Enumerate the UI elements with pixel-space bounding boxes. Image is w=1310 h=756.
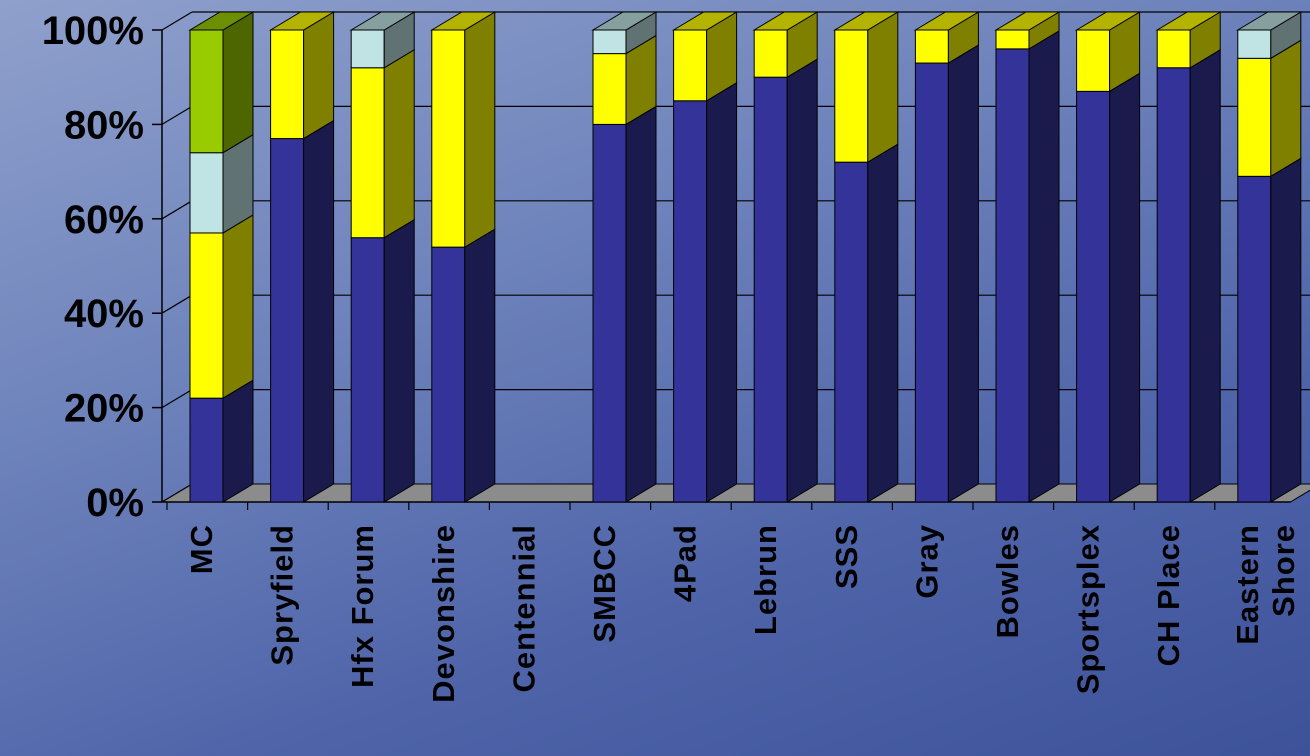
- bar-segment-side: [625, 105, 657, 503]
- bar-segment: [673, 100, 708, 503]
- bar-top: [1235, 11, 1303, 31]
- x-tick-label: Bowles: [990, 524, 1025, 639]
- bar-top: [671, 11, 739, 31]
- bar-segment-side: [1028, 29, 1060, 503]
- bar-segment: [995, 29, 1030, 50]
- bar-segment: [350, 237, 385, 503]
- gridline-diagonal: [161, 11, 193, 31]
- x-tick-label: Sportsplex: [1071, 524, 1106, 694]
- bar-segment-side: [1109, 72, 1141, 503]
- bar-segment: [1156, 67, 1191, 503]
- x-tick-label: CH Place: [1151, 524, 1186, 666]
- floor-plane: [160, 483, 1310, 503]
- bar-top: [832, 11, 900, 31]
- gridline-diagonal: [161, 294, 193, 314]
- gridline-diagonal: [161, 389, 193, 409]
- bar-top: [591, 11, 658, 31]
- bar-segment: [189, 152, 224, 234]
- bar-segment-side: [222, 379, 254, 503]
- gridline-diagonal: [161, 105, 193, 125]
- y-tick-label: 20%: [64, 387, 144, 431]
- bar-segment: [350, 67, 385, 239]
- bar-segment-side: [222, 11, 254, 154]
- x-tick-label: 4Pad: [668, 524, 703, 602]
- bar-segment: [995, 48, 1030, 503]
- bar-segment-side: [1189, 48, 1221, 503]
- bar-segment-side: [867, 143, 899, 503]
- bar-segment: [431, 29, 466, 248]
- bar-segment: [1076, 29, 1111, 92]
- bar-segment: [673, 29, 708, 102]
- y-tick-label: 40%: [64, 292, 144, 336]
- y-tick-label: 80%: [64, 103, 144, 147]
- bar-top: [1155, 11, 1223, 31]
- x-tick-label: Lebrun: [748, 524, 783, 635]
- x-tick-label: Eastern: [1230, 524, 1265, 645]
- bar-segment-side: [947, 44, 979, 503]
- x-tick-label: Devonshire: [426, 524, 461, 703]
- bar-segment: [350, 29, 385, 69]
- bar-segment: [431, 246, 466, 503]
- y-tick-label: 100%: [42, 9, 144, 53]
- x-tick-label: MC: [184, 524, 219, 574]
- x-tick-label: SSS: [829, 524, 864, 589]
- bar-segment-side: [303, 119, 335, 503]
- x-tick-label: SMBCC: [587, 524, 622, 643]
- x-axis-labels: MC Spryfield Hfx Forum Devonshire Centennial…: [184, 524, 1301, 703]
- bar-segment: [1237, 57, 1272, 177]
- bar-top: [349, 11, 417, 31]
- bar-top: [429, 11, 497, 31]
- bar-segment: [189, 397, 224, 503]
- bar-segment: [189, 29, 224, 154]
- x-tick-label: Spryfield: [265, 524, 300, 666]
- bar-segment-side: [464, 228, 496, 503]
- bar-segment: [592, 29, 627, 55]
- bar-top: [913, 11, 981, 31]
- bar-segment: [270, 29, 305, 140]
- bar-segment: [1237, 29, 1272, 59]
- x-tick-label: Centennial: [506, 524, 541, 692]
- chart-floor: [160, 483, 1310, 503]
- bar-segment-side: [706, 81, 738, 503]
- bar-top: [1074, 11, 1142, 31]
- gridline-diagonal: [161, 200, 193, 220]
- bar-segment: [592, 123, 627, 503]
- bar-segment: [270, 138, 305, 503]
- bar-segment-side: [1270, 157, 1302, 503]
- bar-segment: [834, 29, 869, 163]
- bar-segment-side: [303, 11, 335, 140]
- y-axis: 0% 20% 40% 60% 80% 100%: [42, 9, 1291, 525]
- y-tick-label: 0%: [86, 481, 144, 525]
- bar-segment: [592, 53, 627, 125]
- bar-segment: [914, 62, 949, 503]
- x-tick-label: Hfx Forum: [345, 524, 380, 688]
- bar-segment: [753, 76, 788, 503]
- bar-segment: [1156, 29, 1191, 69]
- bar-top: [994, 11, 1061, 31]
- bar-segment: [1076, 90, 1111, 503]
- gridline-diagonal: [161, 483, 193, 503]
- bar-segment: [914, 29, 949, 64]
- bar-segment-side: [222, 214, 254, 400]
- x-tick-label: Gray: [909, 524, 944, 599]
- bar-segment-side: [464, 11, 496, 249]
- bar-segment: [753, 29, 788, 78]
- bar-segment-side: [867, 11, 899, 164]
- x-tick-label: Shore: [1266, 524, 1301, 617]
- bar-top: [188, 11, 255, 31]
- bar-segment: [1237, 175, 1272, 503]
- y-tick-label: 60%: [64, 198, 144, 242]
- bar-segment: [189, 232, 224, 399]
- bar-segment-side: [786, 58, 818, 503]
- bar-segment-side: [383, 218, 415, 503]
- bar-segment-side: [383, 48, 415, 239]
- bar-group: [188, 11, 1303, 503]
- bar-top: [752, 11, 820, 31]
- bar-top: [268, 11, 336, 31]
- bar-segment-side: [1270, 39, 1302, 178]
- bar-segment: [834, 161, 869, 503]
